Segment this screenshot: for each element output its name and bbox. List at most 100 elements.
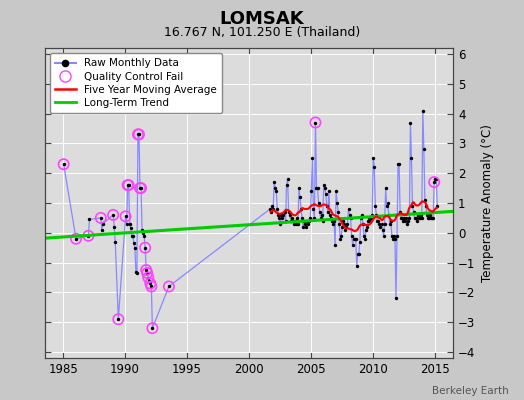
Point xyxy=(377,221,386,227)
Point xyxy=(388,232,396,239)
Point xyxy=(311,119,320,126)
Point xyxy=(140,232,148,239)
Point xyxy=(309,206,318,212)
Point xyxy=(122,213,130,220)
Point xyxy=(429,215,438,221)
Point xyxy=(299,224,307,230)
Point xyxy=(289,218,297,224)
Point xyxy=(281,218,290,224)
Point xyxy=(418,215,426,221)
Point xyxy=(290,221,298,227)
Point xyxy=(426,212,434,218)
Point xyxy=(125,182,133,188)
Point xyxy=(137,185,145,191)
Point xyxy=(270,179,278,185)
Point xyxy=(141,244,149,251)
Point xyxy=(412,218,421,224)
Point xyxy=(124,182,132,188)
Point xyxy=(430,179,439,185)
Point xyxy=(109,212,117,218)
Point xyxy=(148,325,157,331)
Point xyxy=(135,131,143,138)
Point xyxy=(340,221,348,227)
Point xyxy=(128,232,137,239)
Point xyxy=(272,188,280,194)
Point xyxy=(352,236,360,242)
Point xyxy=(306,215,314,221)
Point xyxy=(406,119,414,126)
Point xyxy=(385,212,393,218)
Point xyxy=(410,215,419,221)
Point xyxy=(126,225,135,232)
Point xyxy=(342,224,351,230)
Point xyxy=(301,221,309,227)
Point xyxy=(430,179,439,185)
Point xyxy=(72,236,80,242)
Legend: Raw Monthly Data, Quality Control Fail, Five Year Moving Average, Long-Term Tren: Raw Monthly Data, Quality Control Fail, … xyxy=(50,53,222,113)
Point xyxy=(361,236,369,242)
Point xyxy=(271,185,279,191)
Point xyxy=(399,218,407,224)
Point xyxy=(294,221,302,227)
Point xyxy=(319,218,327,224)
Point xyxy=(308,155,316,162)
Point xyxy=(313,185,322,191)
Point xyxy=(141,244,149,251)
Point xyxy=(381,185,390,191)
Point xyxy=(416,215,424,221)
Point xyxy=(343,221,352,227)
Point xyxy=(376,224,385,230)
Point xyxy=(397,215,406,221)
Point xyxy=(114,316,123,322)
Point xyxy=(291,218,299,224)
Point xyxy=(433,203,441,209)
Point xyxy=(138,227,146,233)
Point xyxy=(136,185,144,191)
Point xyxy=(367,215,375,221)
Point xyxy=(378,227,387,233)
Point xyxy=(292,221,300,227)
Point xyxy=(371,203,379,209)
Point xyxy=(334,209,342,215)
Point xyxy=(298,215,306,221)
Point xyxy=(420,146,428,152)
Point xyxy=(411,215,420,221)
Point xyxy=(405,215,413,221)
Point xyxy=(314,200,323,206)
Point xyxy=(322,191,330,197)
Point xyxy=(380,221,389,227)
Point xyxy=(133,270,141,276)
Point xyxy=(96,215,105,221)
Point xyxy=(143,270,151,276)
Point xyxy=(424,215,432,221)
Point xyxy=(375,221,384,227)
Point xyxy=(142,267,150,273)
Point xyxy=(323,203,331,209)
Point xyxy=(332,188,340,194)
Point xyxy=(421,197,429,203)
Point xyxy=(146,280,155,287)
Text: LOMSAK: LOMSAK xyxy=(220,10,304,28)
Point xyxy=(330,218,338,224)
Text: 16.767 N, 101.250 E (Thailand): 16.767 N, 101.250 E (Thailand) xyxy=(164,26,360,39)
Point xyxy=(373,218,381,224)
Point xyxy=(356,238,364,245)
Point xyxy=(134,131,142,138)
Point xyxy=(147,283,156,290)
Point xyxy=(328,218,336,224)
Point xyxy=(395,161,403,168)
Point xyxy=(296,194,304,200)
Point xyxy=(387,218,395,224)
Point xyxy=(350,236,358,242)
Point xyxy=(425,215,433,221)
Point xyxy=(320,182,328,188)
Point xyxy=(384,200,392,206)
Point xyxy=(59,161,68,168)
Point xyxy=(144,274,152,281)
Point xyxy=(276,221,285,227)
Point xyxy=(391,236,399,242)
Point xyxy=(145,277,154,284)
Point xyxy=(279,212,288,218)
Point xyxy=(111,238,119,245)
Point xyxy=(311,119,320,126)
